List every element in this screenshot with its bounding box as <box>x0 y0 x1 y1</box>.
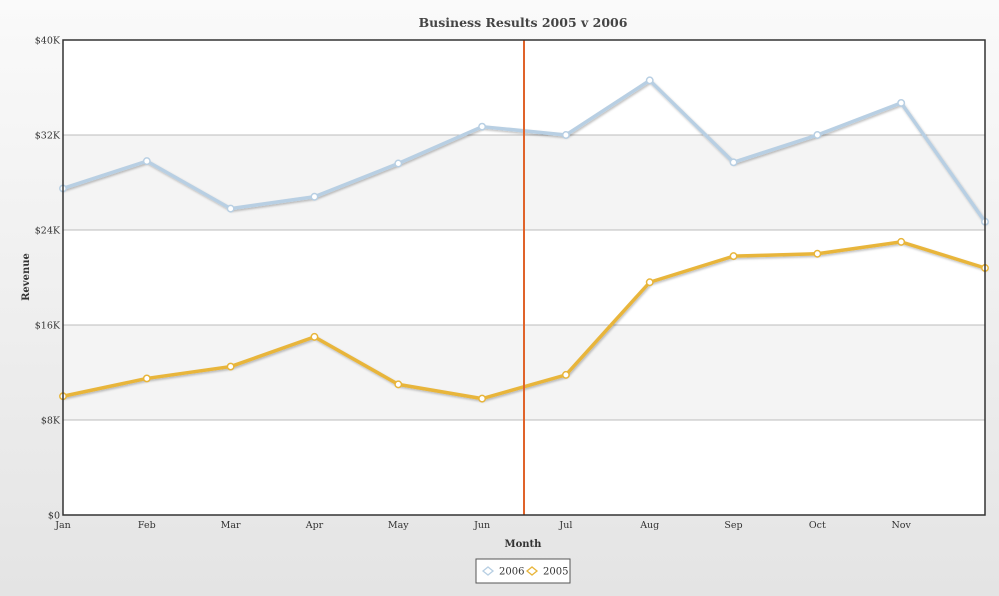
data-point-2005 <box>394 380 403 389</box>
plot-border <box>62 39 986 516</box>
y-tick-label: $16K <box>35 321 61 332</box>
data-point-2005 <box>729 252 738 261</box>
data-point-2006 <box>561 131 570 139</box>
x-axis-ticks: Jan Feb Mar Apr May Jun Jul Aug Sep Oct Nov <box>54 520 911 531</box>
x-tick-label: Jan <box>54 520 71 531</box>
data-point-2005 <box>142 374 151 383</box>
data-point-2005 <box>561 370 570 379</box>
legend-label-2006: 2006 <box>499 567 524 578</box>
x-tick-label: Nov <box>891 520 911 531</box>
x-tick-label: Sep <box>724 520 742 531</box>
data-point-2006 <box>394 159 403 168</box>
series-points <box>59 76 989 403</box>
x-tick-label: Mar <box>221 520 241 531</box>
data-point-2006 <box>813 131 822 139</box>
y-tick-label: $24K <box>35 226 61 237</box>
x-tick-label: May <box>388 520 409 531</box>
data-point-2006 <box>645 76 654 85</box>
x-axis-title: Month <box>505 539 543 550</box>
y-tick-label: $8K <box>41 416 61 427</box>
x-tick-label: Feb <box>138 520 156 531</box>
x-tick-label: Jun <box>473 520 490 531</box>
data-point-2005 <box>310 332 319 341</box>
data-point-2006 <box>310 192 319 201</box>
x-tick-label: Oct <box>809 520 826 531</box>
y-axis-title: Revenue <box>21 253 32 301</box>
data-point-2006 <box>226 204 235 213</box>
data-point-2006 <box>478 122 487 131</box>
data-point-2006 <box>897 98 906 107</box>
data-point-2006 <box>729 158 738 167</box>
legend: 2006 2005 <box>475 558 571 584</box>
data-point-2005 <box>226 362 235 371</box>
data-point-2005 <box>897 237 906 246</box>
y-tick-label: $32K <box>35 131 61 142</box>
chart-title: Business Results 2005 v 2006 <box>419 15 628 30</box>
y-axis-ticks: $0 $8K $16K $24K $32K $40K <box>35 36 61 522</box>
data-point-2005 <box>813 249 822 258</box>
y-tick-label: $40K <box>35 36 61 47</box>
data-point-2005 <box>645 278 654 287</box>
legend-marker-2005 <box>525 566 539 576</box>
legend-marker-2006 <box>481 566 495 576</box>
legend-label-2005: 2005 <box>543 567 568 578</box>
x-tick-label: Jul <box>558 520 572 531</box>
x-tick-label: Aug <box>639 520 659 531</box>
y-tick-label: $0 <box>48 511 60 522</box>
x-tick-label: Apr <box>305 520 324 531</box>
data-point-2005 <box>478 394 487 403</box>
data-point-2006 <box>142 157 151 166</box>
